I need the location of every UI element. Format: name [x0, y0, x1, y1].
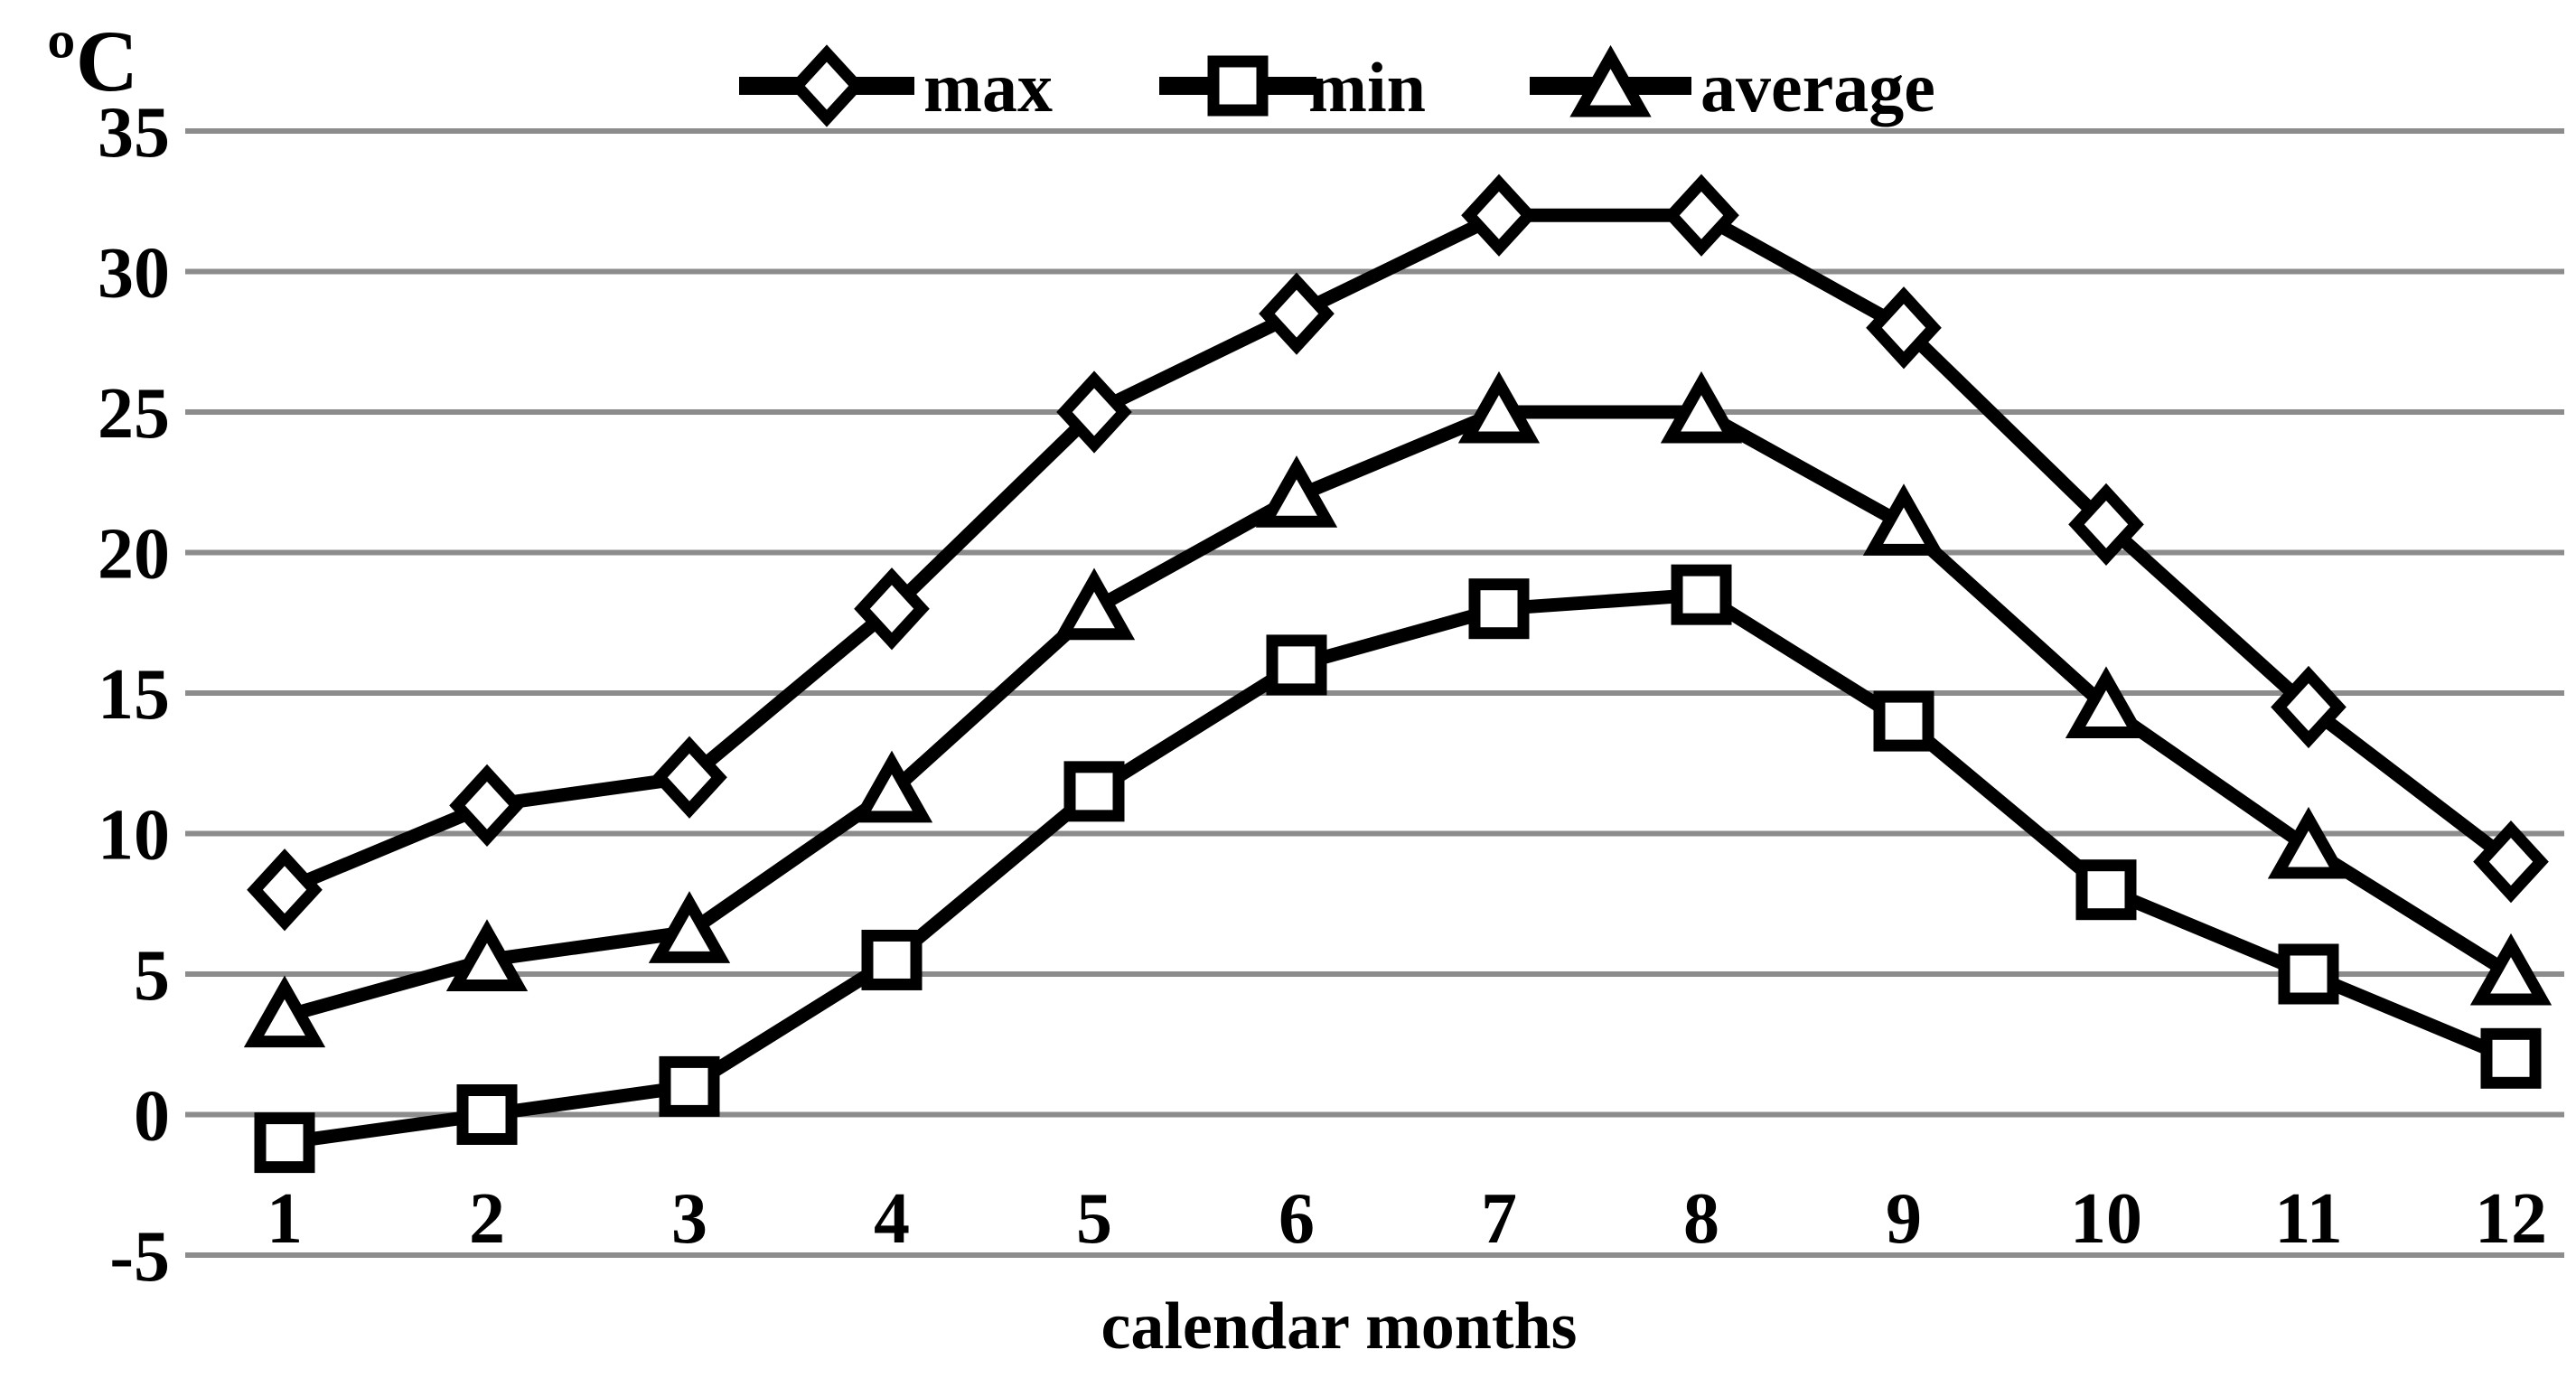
y-axis-tick-labels: 35 30 25 20 15 10 5 0 -5: [98, 93, 170, 1297]
y-tick-label-25: 25: [98, 374, 170, 454]
legend: max min average: [739, 44, 1935, 127]
legend-item-min: min: [1159, 48, 1426, 127]
y-tick-label-5: 5: [134, 936, 170, 1016]
x-tick-label-3: 3: [671, 1179, 707, 1259]
max-marker-month-6: [1259, 272, 1335, 355]
min-marker-month-2: [456, 1084, 518, 1145]
max-marker-month-9: [1866, 286, 1942, 370]
average-marker-month-1: [243, 975, 326, 1048]
average-marker-month-5: [1053, 567, 1136, 641]
max-marker-month-12: [2473, 820, 2549, 904]
x-tick-label-1: 1: [267, 1179, 303, 1259]
min-marker-month-3: [659, 1055, 720, 1117]
average-marker-month-8: [1660, 370, 1743, 444]
series-markers: [243, 173, 2553, 1174]
min-marker-month-7: [1468, 578, 1530, 640]
y-axis-unit-label: ºC: [47, 13, 138, 109]
max-marker-month-7: [1461, 173, 1537, 257]
min-marker-month-9: [1873, 690, 1934, 752]
min-marker-month-11: [2278, 943, 2339, 1005]
average-marker-month-3: [648, 891, 731, 963]
legend-diamond-icon: [789, 44, 865, 127]
average-marker-month-2: [445, 919, 529, 991]
average-marker-month-12: [2469, 933, 2553, 1006]
max-marker-month-3: [651, 736, 727, 819]
average-marker-month-11: [2267, 806, 2350, 879]
y-tick-label-0: 0: [134, 1077, 170, 1157]
max-marker-month-1: [247, 848, 323, 932]
series-lines: [277, 208, 2518, 1150]
series-line-min: [277, 587, 2518, 1150]
x-tick-label-5: 5: [1076, 1179, 1112, 1259]
legend-item-average: average: [1530, 44, 1935, 127]
max-marker-month-2: [449, 764, 525, 848]
legend-item-max: max: [739, 44, 1053, 127]
y-tick-label--5: -5: [109, 1217, 170, 1297]
x-axis-tick-labels: 1 2 3 4 5 6 7 8 9 10 11 12: [267, 1179, 2547, 1259]
min-marker-month-4: [861, 929, 923, 990]
legend-label-min: min: [1308, 48, 1426, 127]
y-tick-label-20: 20: [98, 515, 170, 595]
average-marker-month-9: [1862, 483, 1945, 556]
x-tick-label-6: 6: [1279, 1179, 1315, 1259]
x-tick-label-7: 7: [1481, 1179, 1517, 1259]
x-tick-label-8: 8: [1683, 1179, 1719, 1259]
max-marker-month-11: [2271, 665, 2347, 749]
average-marker-month-7: [1457, 370, 1541, 444]
min-marker-month-5: [1063, 761, 1125, 822]
series-line-max: [277, 208, 2518, 897]
legend-label-average: average: [1700, 48, 1935, 127]
legend-square-icon: [1207, 55, 1269, 117]
max-marker-month-8: [1663, 173, 1739, 257]
y-tick-label-15: 15: [98, 655, 170, 735]
x-tick-label-2: 2: [469, 1179, 505, 1259]
x-tick-label-12: 12: [2475, 1179, 2547, 1259]
gridlines: [185, 128, 2564, 1258]
x-tick-label-4: 4: [874, 1179, 910, 1259]
average-marker-month-4: [850, 750, 933, 823]
min-marker-month-10: [2075, 859, 2137, 921]
min-marker-month-12: [2480, 1027, 2542, 1089]
max-marker-month-4: [854, 567, 930, 651]
max-marker-month-10: [2068, 483, 2144, 567]
legend-triangle-icon: [1569, 44, 1652, 117]
x-tick-label-11: 11: [2274, 1179, 2343, 1259]
x-axis-title: calendar months: [1101, 1289, 1578, 1364]
y-tick-label-35: 35: [98, 93, 170, 173]
legend-label-max: max: [923, 48, 1053, 127]
x-tick-label-10: 10: [2070, 1179, 2142, 1259]
x-tick-label-9: 9: [1886, 1179, 1922, 1259]
min-marker-month-1: [254, 1112, 315, 1174]
average-marker-month-10: [2065, 666, 2148, 739]
y-tick-label-10: 10: [98, 796, 170, 876]
min-marker-month-6: [1266, 634, 1327, 696]
max-marker-month-5: [1056, 370, 1132, 454]
y-tick-label-30: 30: [98, 234, 170, 314]
average-marker-month-6: [1255, 455, 1338, 528]
min-marker-month-8: [1671, 564, 1732, 625]
